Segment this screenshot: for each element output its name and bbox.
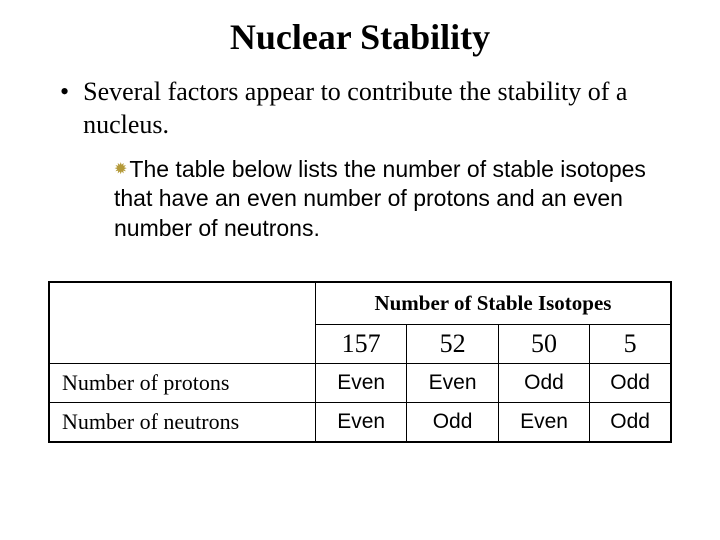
table-cell: Even: [498, 403, 589, 443]
bullet-level-2: ✹The table below lists the number of sta…: [114, 155, 660, 243]
table-count-cell: 52: [407, 325, 498, 364]
table-cell: Odd: [590, 364, 671, 403]
table-cell: Odd: [407, 403, 498, 443]
table-cell: Even: [407, 364, 498, 403]
table-cell: Even: [315, 403, 406, 443]
bullet-main-text: Several factors appear to contribute the…: [83, 76, 670, 141]
table-cell: Odd: [498, 364, 589, 403]
table-count-cell: 157: [315, 325, 406, 364]
table-row-label: Number of protons: [49, 364, 315, 403]
table-row: Number of neutrons Even Odd Even Odd: [49, 403, 671, 443]
bullet-dot-icon: •: [60, 76, 69, 141]
bullet-level-1: • Several factors appear to contribute t…: [60, 76, 670, 141]
sub-bullet-icon: ✹: [114, 161, 127, 178]
table-cell: Even: [315, 364, 406, 403]
table-cell: Odd: [590, 403, 671, 443]
table-row: Number of protons Even Even Odd Odd: [49, 364, 671, 403]
bullet-sub-text: The table below lists the number of stab…: [114, 156, 646, 241]
isotope-table: Number of Stable Isotopes 157 52 50 5 Nu…: [48, 281, 672, 443]
table-row-label: Number of neutrons: [49, 403, 315, 443]
table-count-cell: 50: [498, 325, 589, 364]
slide-title: Nuclear Stability: [30, 16, 690, 58]
table-header: Number of Stable Isotopes: [315, 282, 671, 325]
table-empty-corner: [49, 282, 315, 364]
table-count-cell: 5: [590, 325, 671, 364]
isotope-table-container: Number of Stable Isotopes 157 52 50 5 Nu…: [48, 281, 672, 443]
